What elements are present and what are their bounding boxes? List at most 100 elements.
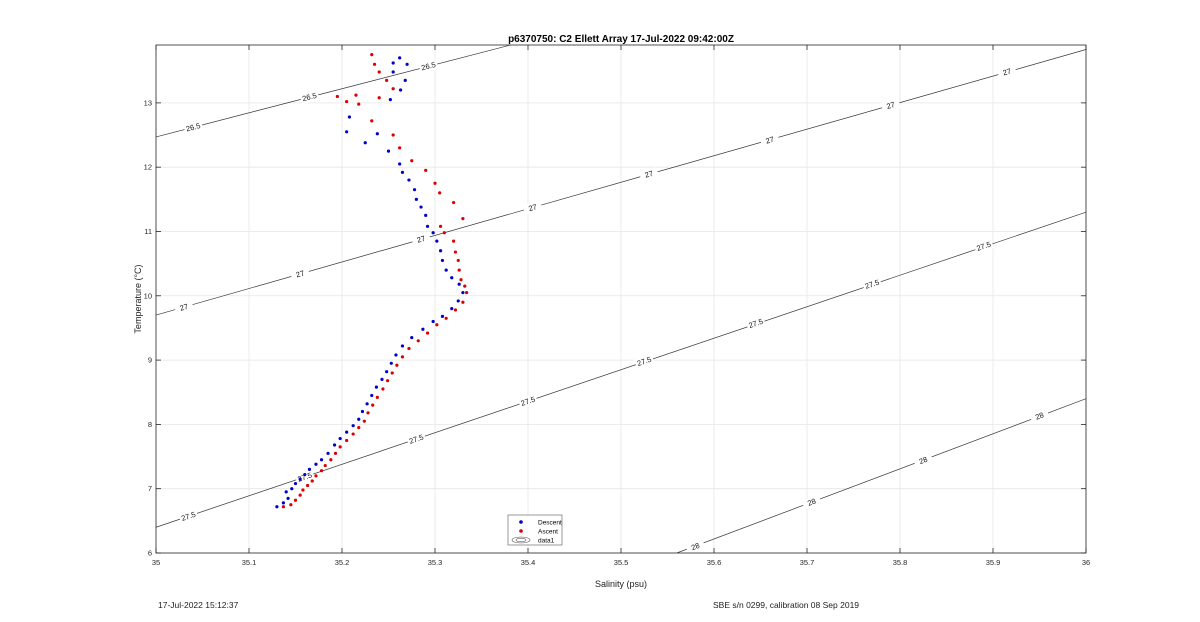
contour-label: 27 — [885, 100, 895, 111]
descent-point — [370, 393, 374, 398]
ascent-point — [444, 316, 448, 320]
descent-point — [431, 319, 435, 324]
ascent-point — [456, 258, 460, 263]
data-points — [275, 53, 469, 509]
x-tick-label: 35.1 — [242, 558, 257, 567]
ascent-point — [370, 53, 374, 57]
x-tick-label: 35.4 — [521, 558, 536, 567]
x-tick-label: 35.2 — [335, 558, 350, 567]
ascent-point — [345, 99, 349, 104]
ascent-point — [395, 363, 399, 367]
contour-label-bg — [294, 469, 315, 485]
contour-label-bg — [638, 166, 659, 182]
ascent-point — [385, 379, 390, 383]
ascent-point — [438, 191, 442, 195]
descent-point — [365, 402, 369, 406]
contour-label: 27 — [179, 302, 189, 313]
ascent-point — [335, 94, 339, 99]
ascent-point — [319, 469, 324, 473]
ascent-point — [301, 488, 305, 492]
ascent-point — [463, 284, 467, 288]
descent-point — [431, 231, 435, 235]
legend-descent-marker — [519, 520, 523, 524]
descent-point — [345, 130, 349, 134]
ascent-point — [453, 250, 458, 254]
ascent-point — [452, 239, 456, 243]
ascent-point — [433, 181, 437, 185]
contour-label-bg — [418, 59, 439, 74]
descent-point — [398, 88, 403, 92]
ascent-point — [372, 62, 377, 66]
contour-label: 27 — [416, 234, 426, 245]
contour-label: 28 — [1034, 410, 1045, 421]
x-tick-label: 35.7 — [800, 558, 815, 567]
descent-point — [398, 162, 402, 166]
ascent-point — [323, 463, 327, 468]
ascent-point — [329, 458, 333, 462]
contour-label-bg — [861, 276, 883, 292]
descent-point — [424, 213, 428, 218]
legend-box — [507, 514, 563, 546]
descent-point — [332, 443, 337, 447]
x-tick-label: 35.6 — [707, 558, 722, 567]
descent-point — [293, 481, 298, 486]
contour-label-bg — [634, 353, 655, 369]
contour-label: 27.5 — [975, 240, 992, 253]
contour-line-28 — [676, 398, 1086, 553]
contour-label-bg — [406, 431, 427, 447]
ascent-point — [452, 200, 456, 205]
y-tick-label: 11 — [144, 227, 152, 236]
descent-point — [391, 61, 395, 65]
descent-point — [400, 170, 405, 174]
ascent-point — [424, 168, 428, 172]
contour-label: 27 — [295, 268, 305, 279]
legend-data1-marker-inner — [515, 537, 527, 543]
descent-point — [360, 409, 365, 414]
descent-point — [388, 98, 392, 102]
descent-point — [440, 258, 445, 263]
ascent-point — [465, 290, 469, 295]
descent-point — [421, 327, 425, 331]
descent-point — [419, 205, 423, 209]
ascent-point — [366, 411, 370, 415]
contour-label-bg — [996, 64, 1017, 80]
descent-point — [284, 490, 288, 494]
descent-point — [281, 501, 286, 505]
legend-descent-label: Descent — [538, 520, 562, 527]
contour-line-26-5 — [156, 45, 513, 138]
descent-point — [407, 178, 411, 182]
contour-label: 27.5 — [180, 510, 197, 523]
contour-label-bg — [183, 120, 204, 135]
ascent-point — [459, 278, 463, 282]
descent-point — [400, 344, 405, 348]
descent-point — [440, 314, 445, 318]
ascent-point — [370, 119, 374, 123]
legend-data1-marker — [511, 536, 531, 544]
descent-point — [375, 132, 379, 136]
descent-point — [347, 115, 352, 119]
ascent-point — [375, 395, 379, 399]
descent-point — [391, 70, 395, 74]
descent-point — [385, 370, 389, 374]
ascent-point — [351, 432, 355, 436]
contour-label-bg — [290, 266, 311, 282]
descent-point — [450, 276, 454, 280]
descent-point — [338, 436, 342, 441]
legend[interactable]: Descent Ascent data1 — [507, 514, 563, 546]
descent-point — [345, 430, 349, 434]
ascent-point — [357, 426, 361, 430]
descent-point — [412, 188, 417, 192]
descent-point — [435, 239, 439, 243]
ascent-point — [354, 93, 358, 97]
x-axis-label: Salinity (psu) — [595, 579, 647, 589]
contour-label: 27.5 — [520, 395, 537, 408]
descent-point — [410, 335, 414, 340]
contour-label: 27 — [527, 202, 537, 213]
ascent-point — [314, 474, 318, 478]
contour-label-bg — [759, 132, 780, 148]
y-tick-label: 12 — [144, 163, 152, 172]
footer-timestamp: 17-Jul-2022 15:12:37 — [158, 600, 239, 610]
ascent-point — [400, 355, 405, 359]
contour-label: 27 — [644, 169, 654, 180]
